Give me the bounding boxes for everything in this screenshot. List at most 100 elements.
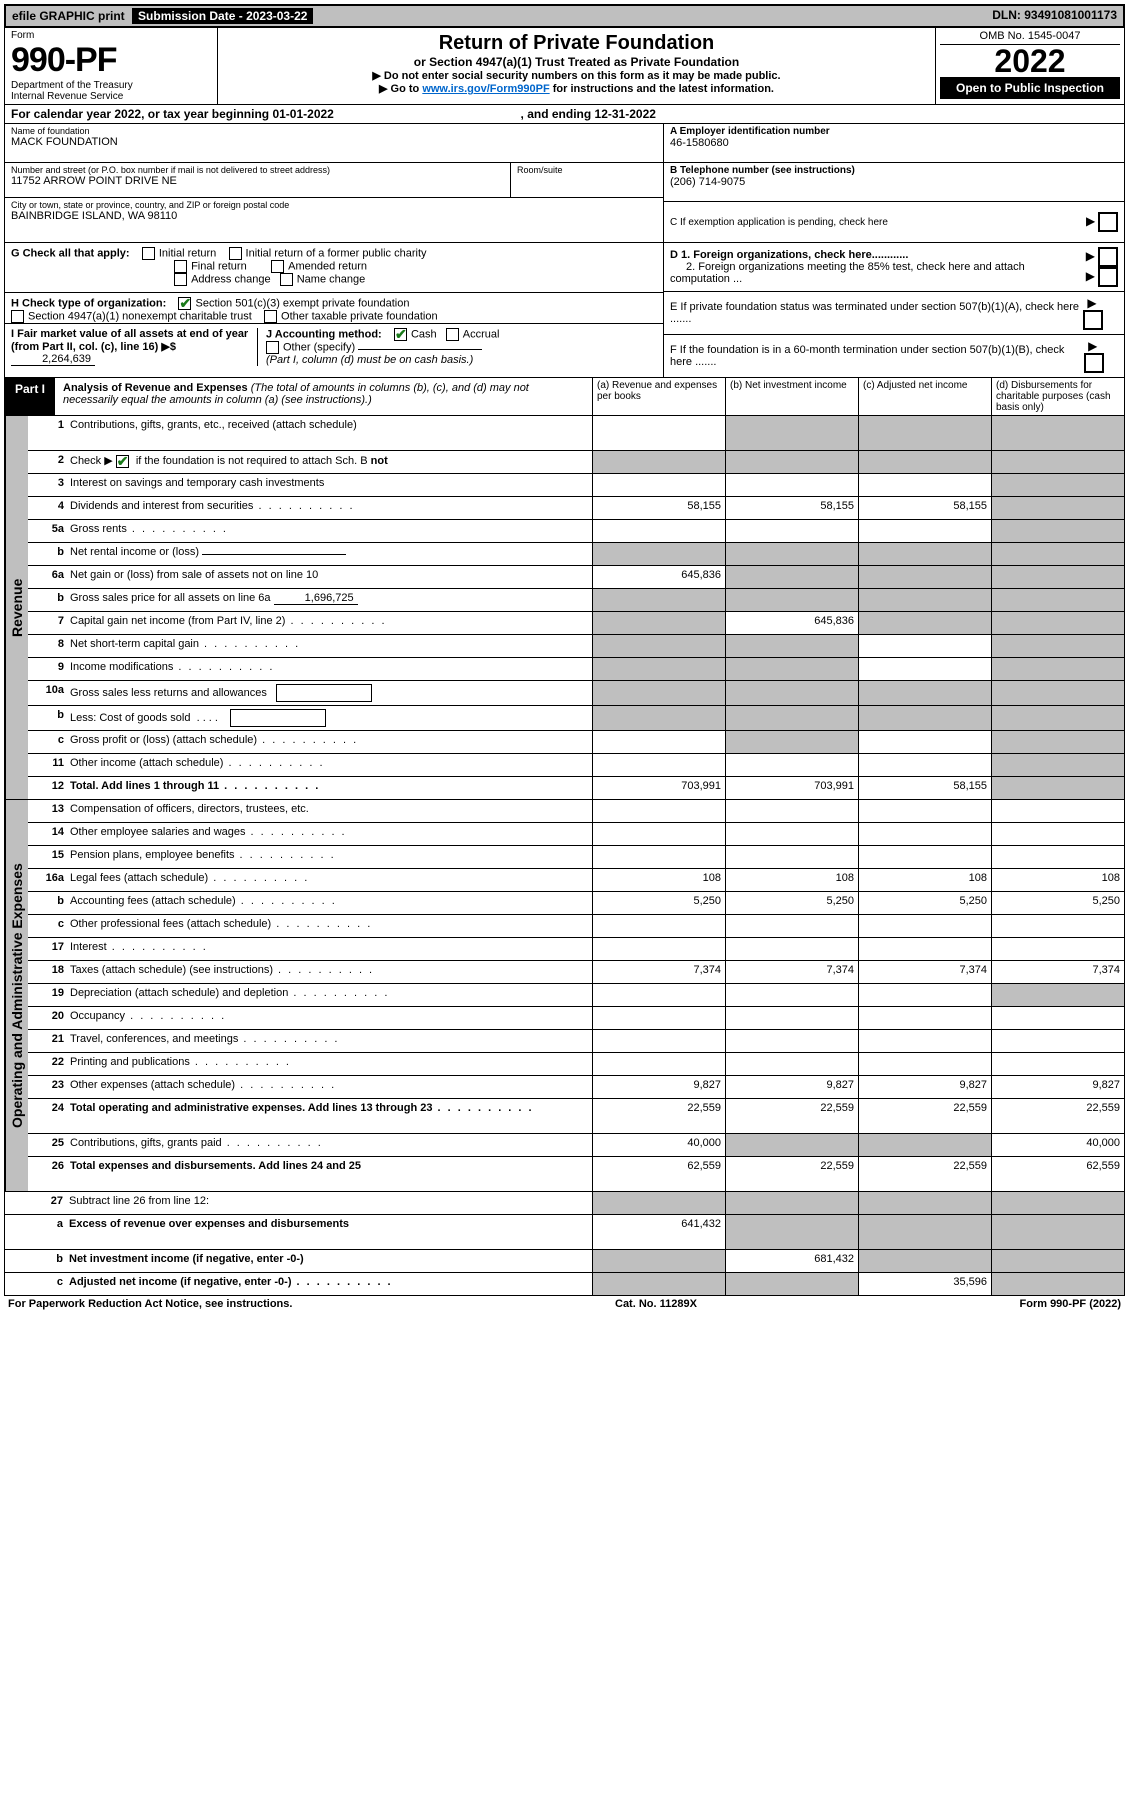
paperwork-notice: For Paperwork Reduction Act Notice, see … <box>8 1298 292 1310</box>
d1-checkbox[interactable] <box>1098 247 1118 267</box>
final-return-checkbox[interactable] <box>174 260 187 273</box>
cash-checkbox[interactable] <box>394 328 407 341</box>
f-row: F If the foundation is in a 60-month ter… <box>664 335 1124 377</box>
table-row: 11Other income (attach schedule) <box>28 754 1124 777</box>
form-title: Return of Private Foundation <box>228 32 925 55</box>
instr-line-2: ▶ Go to www.irs.gov/Form990PF for instru… <box>228 82 925 95</box>
table-row: 26Total expenses and disbursements. Add … <box>28 1157 1124 1191</box>
revenue-section: Revenue 1Contributions, gifts, grants, e… <box>4 416 1125 800</box>
instr-line-1: ▶ Do not enter social security numbers o… <box>228 69 925 82</box>
name-row: Name of foundation MACK FOUNDATION <box>5 124 663 163</box>
table-row: cOther professional fees (attach schedul… <box>28 915 1124 938</box>
table-row: bAccounting fees (attach schedule)5,2505… <box>28 892 1124 915</box>
part-description: Analysis of Revenue and Expenses (The to… <box>55 378 592 415</box>
col-c-header: (c) Adjusted net income <box>858 378 991 415</box>
entity-left: Name of foundation MACK FOUNDATION Numbe… <box>5 124 663 242</box>
h-label: H Check type of organization: <box>11 297 166 309</box>
expenses-rows: 13Compensation of officers, directors, t… <box>28 800 1124 1191</box>
table-row: 21Travel, conferences, and meetings <box>28 1030 1124 1053</box>
table-row: 23Other expenses (attach schedule)9,8279… <box>28 1076 1124 1099</box>
expenses-section: Operating and Administrative Expenses 13… <box>4 800 1125 1192</box>
table-row: 10aGross sales less returns and allowanc… <box>28 681 1124 706</box>
table-row: aExcess of revenue over expenses and dis… <box>5 1215 1124 1250</box>
table-row: 4Dividends and interest from securities5… <box>28 497 1124 520</box>
city-state-zip: BAINBRIDGE ISLAND, WA 98110 <box>11 210 657 222</box>
other-method-checkbox[interactable] <box>266 341 279 354</box>
e-checkbox[interactable] <box>1083 310 1103 330</box>
efile-label[interactable]: efile GRAPHIC print <box>12 9 125 23</box>
fmv-value: 2,264,639 <box>11 353 95 366</box>
initial-return-checkbox[interactable] <box>142 247 155 260</box>
name-change-checkbox[interactable] <box>280 273 293 286</box>
arrow-icon: ▶ <box>1086 249 1095 263</box>
calendar-year-bar: For calendar year 2022, or tax year begi… <box>4 105 1125 124</box>
table-row: 13Compensation of officers, directors, t… <box>28 800 1124 823</box>
room-suite-label: Room/suite <box>517 165 657 175</box>
other-taxable-checkbox[interactable] <box>264 310 277 323</box>
form990pf-link[interactable]: www.irs.gov/Form990PF <box>422 83 549 95</box>
checks-block: G Check all that apply: Initial return I… <box>4 243 1125 378</box>
part-i-header: Part I Analysis of Revenue and Expenses … <box>4 378 1125 416</box>
entity-right: A Employer identification number 46-1580… <box>663 124 1124 242</box>
d-row: D 1. Foreign organizations, check here..… <box>664 243 1124 292</box>
table-row: 22Printing and publications <box>28 1053 1124 1076</box>
phone-row: B Telephone number (see instructions) (2… <box>664 163 1124 202</box>
accrual-checkbox[interactable] <box>446 328 459 341</box>
d2-checkbox[interactable] <box>1098 267 1118 287</box>
col-b-header: (b) Net investment income <box>725 378 858 415</box>
tax-year: 2022 <box>940 45 1120 77</box>
address-change-checkbox[interactable] <box>174 273 187 286</box>
efile-section: efile GRAPHIC print Submission Date - 20… <box>6 6 319 26</box>
initial-return-former-checkbox[interactable] <box>229 247 242 260</box>
page-footer: For Paperwork Reduction Act Notice, see … <box>4 1296 1125 1312</box>
street-address: 11752 ARROW POINT DRIVE NE <box>11 175 504 187</box>
dept-treasury: Department of the Treasury <box>11 80 211 91</box>
arrow-icon: ▶ <box>1087 296 1096 310</box>
arrow-icon: ▶ <box>1086 269 1095 283</box>
f-checkbox[interactable] <box>1084 353 1104 373</box>
table-row: 12Total. Add lines 1 through 11703,99170… <box>28 777 1124 799</box>
col-d-header: (d) Disbursements for charitable purpose… <box>991 378 1124 415</box>
sch-b-checkbox[interactable] <box>116 455 129 468</box>
arrow-icon: ▶ <box>1088 339 1097 353</box>
table-row: 24Total operating and administrative exp… <box>28 1099 1124 1134</box>
table-row: bNet rental income or (loss) <box>28 543 1124 566</box>
expenses-side-label: Operating and Administrative Expenses <box>5 800 28 1191</box>
form-page-ref: Form 990-PF (2022) <box>1020 1298 1122 1310</box>
header-left: Form 990-PF Department of the Treasury I… <box>5 28 218 104</box>
4947a1-checkbox[interactable] <box>11 310 24 323</box>
table-row: 8Net short-term capital gain <box>28 635 1124 658</box>
amended-return-checkbox[interactable] <box>271 260 284 273</box>
dept-irs: Internal Revenue Service <box>11 91 211 102</box>
table-row: 18Taxes (attach schedule) (see instructi… <box>28 961 1124 984</box>
table-row: 6aNet gain or (loss) from sale of assets… <box>28 566 1124 589</box>
header-center: Return of Private Foundation or Section … <box>218 28 935 104</box>
gross-sales-value: 1,696,725 <box>274 592 358 605</box>
exemption-checkbox[interactable] <box>1098 212 1118 232</box>
line-27-section: 27Subtract line 26 from line 12: aExcess… <box>4 1192 1125 1296</box>
header-right: OMB No. 1545-0047 2022 Open to Public In… <box>935 28 1124 104</box>
table-row: cAdjusted net income (if negative, enter… <box>5 1273 1124 1295</box>
open-to-public: Open to Public Inspection <box>940 77 1120 99</box>
table-row: 9Income modifications <box>28 658 1124 681</box>
table-row: 7Capital gain net income (from Part IV, … <box>28 612 1124 635</box>
dln: DLN: 93491081001173 <box>986 6 1123 26</box>
501c3-checkbox[interactable] <box>178 297 191 310</box>
phone-value: (206) 714-9075 <box>670 176 1118 188</box>
address-row: Number and street (or P.O. box number if… <box>5 163 663 198</box>
submission-date: Submission Date - 2023-03-22 <box>132 8 313 24</box>
entity-block: Name of foundation MACK FOUNDATION Numbe… <box>4 124 1125 243</box>
arrow-icon: ▶ <box>1086 214 1095 228</box>
exemption-pending-row: C If exemption application is pending, c… <box>664 202 1124 242</box>
ein-value: 46-1580680 <box>670 137 1118 149</box>
form-label: Form <box>11 30 211 41</box>
city-row: City or town, state or province, country… <box>5 198 663 236</box>
table-row: 1Contributions, gifts, grants, etc., rec… <box>28 416 1124 451</box>
form-subtitle: or Section 4947(a)(1) Trust Treated as P… <box>228 55 925 69</box>
g-label: G Check all that apply: <box>11 247 130 259</box>
table-row: 25Contributions, gifts, grants paid40,00… <box>28 1134 1124 1157</box>
ein-row: A Employer identification number 46-1580… <box>664 124 1124 163</box>
table-row: 16aLegal fees (attach schedule)108108108… <box>28 869 1124 892</box>
table-row: 20Occupancy <box>28 1007 1124 1030</box>
revenue-rows: 1Contributions, gifts, grants, etc., rec… <box>28 416 1124 799</box>
